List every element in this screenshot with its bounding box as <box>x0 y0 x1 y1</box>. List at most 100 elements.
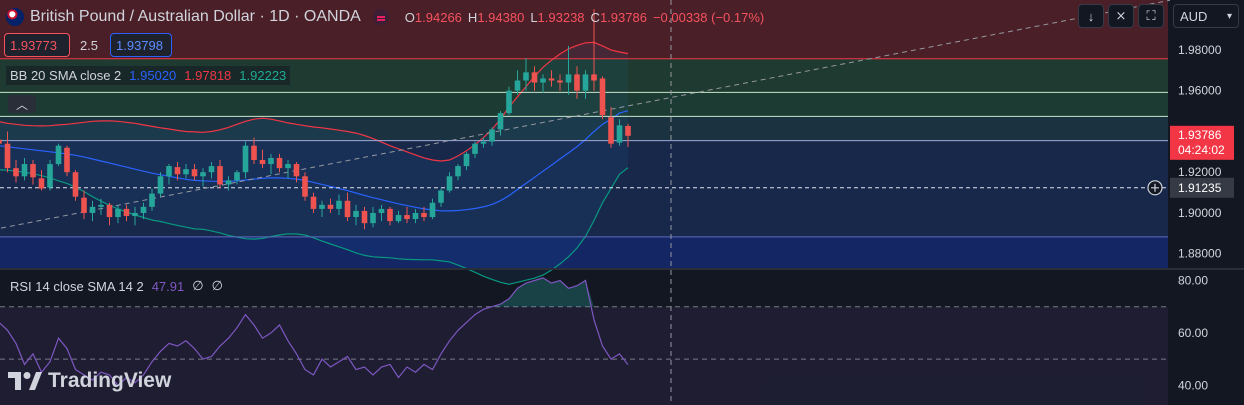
rsi-band <box>0 306 1168 405</box>
symbol-title[interactable]: British Pound / Australian Dollar · 1D ·… <box>30 8 361 25</box>
candle-body-8 <box>13 168 19 177</box>
rsi-value: 47.91 <box>151 278 185 294</box>
currency-select[interactable]: AUD ▾ <box>1173 4 1239 28</box>
add-alert-icon <box>1147 180 1163 196</box>
candle-11 <box>38 170 45 191</box>
candle-body-69 <box>531 72 538 83</box>
candle-67 <box>514 70 521 95</box>
candle-12 <box>47 159 53 191</box>
candle-25 <box>157 172 164 197</box>
candle-13 <box>55 143 62 167</box>
candle-21 <box>123 204 130 222</box>
candle-body-44 <box>319 204 325 209</box>
candle-body-74 <box>574 74 580 91</box>
candle-59 <box>446 172 453 193</box>
bb-fill <box>0 42 628 285</box>
candle-19 <box>106 202 113 226</box>
candle-body-17 <box>89 206 96 213</box>
candle-body-77 <box>599 78 606 116</box>
candle-74 <box>574 66 580 99</box>
candle-31 <box>208 162 215 179</box>
fullscreen-icon: ⛶ <box>1146 8 1156 23</box>
crosshair-price-tag <box>1170 177 1234 198</box>
candle-body-53 <box>395 215 402 222</box>
candle-body-22 <box>132 212 138 217</box>
candle-body-15 <box>72 172 79 197</box>
chevron-down-icon: ▾ <box>1226 10 1232 22</box>
candle-body-72 <box>557 80 563 83</box>
candle-body-54 <box>404 215 410 220</box>
candle-body-56 <box>421 212 427 218</box>
price-tick-3: 1.92000 <box>1178 165 1222 179</box>
chart-background <box>0 0 1168 268</box>
candle-body-29 <box>191 169 198 177</box>
fullscreen-button[interactable]: ⛶ <box>1138 4 1164 28</box>
candle-76 <box>591 9 597 91</box>
candle-70 <box>540 74 546 93</box>
market-status-icon[interactable] <box>372 9 389 25</box>
candle-62 <box>472 141 478 158</box>
download-button[interactable]: ↓ <box>1078 4 1104 28</box>
candle-72 <box>557 74 563 91</box>
candle-61 <box>463 151 470 171</box>
logo-text: TradingView <box>48 369 172 392</box>
level-zone-0 <box>0 0 1168 59</box>
rsi-pane: 80.00 60.00 40.00 <box>0 268 1244 405</box>
candle-65 <box>497 111 504 136</box>
price-tick-4: 1.90000 <box>1178 206 1222 220</box>
candle-body-21 <box>123 208 130 217</box>
candle-60 <box>455 164 461 181</box>
price-axis[interactable]: 1.980001.960001.940001.920001.900001.880… <box>1147 0 1244 405</box>
rsi-legend[interactable]: RSI 14 close SMA 14 2 47.91 ∅ ∅ <box>6 276 227 296</box>
candle-body-26 <box>166 166 172 177</box>
sell-button[interactable]: 1.93773 <box>4 33 70 57</box>
candle-body-38 <box>268 157 274 165</box>
candle-body-9 <box>21 164 28 177</box>
tradingview-logo[interactable]: TradingView <box>8 369 171 393</box>
buy-button[interactable]: 1.93798 <box>110 33 172 57</box>
candle-body-63 <box>480 141 487 144</box>
candle-body-41 <box>293 164 300 177</box>
candle-41 <box>293 162 300 183</box>
candle-51 <box>378 204 385 222</box>
candle-body-37 <box>259 159 266 165</box>
candle-body-36 <box>251 145 257 160</box>
candle-44 <box>319 200 325 218</box>
ohlc-values: O1.94266 H1.94380 L1.93238 C1.93786 −0.0… <box>405 10 764 25</box>
candle-78 <box>608 106 614 148</box>
candle-79 <box>616 119 623 146</box>
candle-body-66 <box>506 90 512 114</box>
collapse-button[interactable]: ⨯ <box>1108 4 1134 28</box>
candle-20 <box>115 204 121 224</box>
candle-66 <box>506 86 512 116</box>
bb-lower-value: 1.92223 <box>239 68 287 83</box>
candle-28 <box>183 164 189 179</box>
candle-42 <box>302 172 308 201</box>
bb-legend[interactable]: BB 20 SMA close 2 1.95020 1.97818 1.9222… <box>6 66 291 85</box>
rsi-extra-2: ∅ <box>211 278 223 293</box>
candle-body-75 <box>582 74 589 91</box>
candle-45 <box>327 198 334 213</box>
candle-body-6 <box>0 139 2 144</box>
rsi-extra-1: ∅ <box>192 278 204 293</box>
ohlc-low: L1.93238 <box>530 9 585 25</box>
candle-body-64 <box>489 129 495 142</box>
candle-body-40 <box>285 164 291 169</box>
candle-body-34 <box>234 172 240 181</box>
candle-49 <box>361 206 368 230</box>
arrow-down-icon: ↓ <box>1087 8 1095 24</box>
tradingview-logo-icon <box>8 372 42 390</box>
candle-body-46 <box>336 200 342 209</box>
horizontal-levels[interactable] <box>0 58 1168 238</box>
ohlc-high: H1.94380 <box>467 9 525 25</box>
candle-body-60 <box>455 166 461 177</box>
bb-basis-value: 1.95020 <box>129 68 177 83</box>
rsi-tick-0: 80.00 <box>1178 273 1208 287</box>
candle-35 <box>242 141 249 179</box>
collapse-legend-button[interactable]: ︿ <box>8 95 36 113</box>
candle-body-58 <box>438 190 444 203</box>
candle-30 <box>200 168 206 187</box>
candle-14 <box>64 145 70 177</box>
candle-body-70 <box>540 78 546 83</box>
